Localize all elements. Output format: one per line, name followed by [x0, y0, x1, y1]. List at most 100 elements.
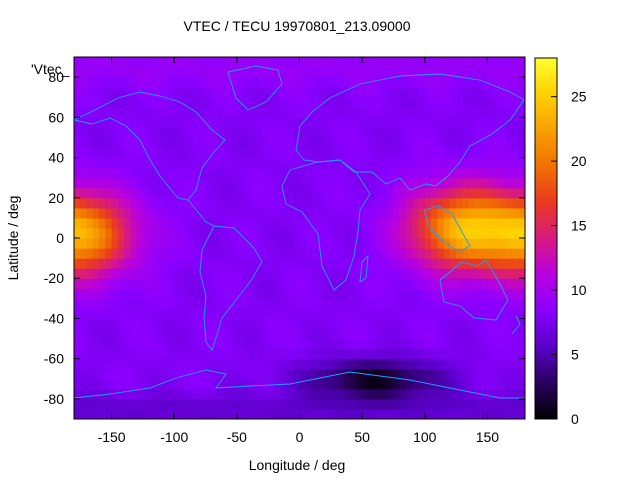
heatmap-cell — [512, 398, 520, 410]
heatmap-cell — [355, 87, 363, 98]
heatmap-cell — [92, 398, 100, 410]
heatmap-cell — [136, 378, 144, 390]
heatmap-cell — [474, 248, 482, 259]
heatmap-cell — [368, 288, 376, 299]
heatmap-cell — [80, 187, 88, 199]
heatmap-cell — [174, 298, 182, 309]
heatmap-cell — [261, 177, 269, 189]
heatmap-cell — [174, 348, 182, 360]
heatmap-cell — [393, 398, 401, 410]
heatmap-cell — [218, 197, 225, 209]
heatmap-cell — [111, 378, 119, 390]
heatmap-cell — [80, 137, 88, 149]
heatmap-cell — [86, 328, 94, 340]
heatmap-cell — [249, 258, 257, 269]
heatmap-cell — [136, 338, 144, 350]
heatmap-cell — [405, 117, 413, 128]
heatmap-cell — [349, 217, 357, 229]
heatmap-cell — [474, 177, 482, 189]
heatmap-cell — [286, 57, 294, 68]
heatmap-cell — [343, 147, 351, 159]
heatmap-cell — [512, 358, 520, 370]
heatmap-cell — [224, 258, 232, 269]
heatmap-cell — [512, 217, 520, 229]
heatmap-cell — [167, 137, 175, 149]
heatmap-cell — [474, 167, 482, 179]
heatmap-cell — [493, 368, 501, 380]
heatmap-cell — [449, 288, 457, 299]
heatmap-cell — [193, 378, 200, 390]
heatmap-cell — [99, 278, 106, 289]
heatmap-cell — [374, 117, 382, 128]
heatmap-cell — [337, 308, 344, 320]
heatmap-cell — [481, 298, 489, 309]
heatmap-cell — [506, 137, 514, 149]
heatmap-cell — [111, 77, 119, 88]
heatmap-cell — [343, 248, 351, 259]
heatmap-cell — [424, 127, 432, 139]
heatmap-cell — [280, 107, 288, 118]
heatmap-cell — [86, 338, 94, 350]
heatmap-cell — [343, 87, 351, 98]
heatmap-cell — [380, 97, 388, 108]
heatmap-cell — [218, 298, 225, 309]
heatmap-cell — [261, 157, 269, 169]
heatmap-cell — [92, 268, 100, 279]
heatmap-cell — [462, 378, 470, 390]
heatmap-cell — [167, 57, 175, 68]
heatmap-cell — [255, 77, 263, 88]
heatmap-cell — [374, 318, 382, 330]
heatmap-cell — [286, 107, 294, 118]
heatmap-cell — [449, 167, 457, 179]
heatmap-cell — [305, 328, 313, 340]
heatmap-cell — [468, 207, 476, 219]
heatmap-cell — [92, 227, 100, 239]
heatmap-cell — [86, 408, 94, 419]
heatmap-cell — [80, 348, 88, 360]
heatmap-cell — [186, 187, 194, 199]
heatmap-cell — [512, 67, 520, 78]
heatmap-cell — [199, 157, 207, 169]
heatmap-cell — [368, 238, 376, 249]
heatmap-cell — [167, 288, 175, 299]
y-tick-label: -40 — [44, 310, 64, 326]
heatmap-cell — [124, 127, 131, 139]
heatmap-cell — [343, 268, 351, 279]
heatmap-cell — [243, 227, 250, 239]
heatmap-cell — [318, 107, 326, 118]
heatmap-cell — [362, 167, 369, 179]
heatmap-cell — [493, 378, 501, 390]
heatmap-cell — [305, 227, 313, 239]
heatmap-cell — [193, 187, 200, 199]
heatmap-cell — [380, 157, 388, 169]
heatmap-cell — [431, 157, 438, 169]
heatmap-cell — [224, 318, 232, 330]
heatmap-cell — [174, 197, 182, 209]
heatmap-cell — [243, 308, 250, 320]
heatmap-cell — [499, 378, 507, 390]
heatmap-cell — [349, 207, 357, 219]
heatmap-cell — [86, 137, 94, 149]
heatmap-cell — [99, 207, 106, 219]
heatmap-cell — [74, 57, 81, 68]
heatmap-cell — [387, 318, 395, 330]
heatmap-cell — [149, 238, 157, 249]
heatmap-cell — [86, 87, 94, 98]
heatmap-cell — [349, 187, 357, 199]
heatmap-cell — [274, 378, 282, 390]
heatmap-cell — [186, 227, 194, 239]
heatmap-cell — [431, 398, 438, 410]
heatmap-cell — [456, 207, 463, 219]
heatmap-cell — [512, 87, 520, 98]
heatmap-cell — [387, 348, 395, 360]
heatmap-cell — [111, 288, 119, 299]
heatmap-cell — [236, 67, 244, 78]
heatmap-cell — [211, 157, 219, 169]
heatmap-cell — [499, 388, 507, 400]
heatmap-cell — [318, 278, 326, 289]
heatmap-cell — [437, 197, 445, 209]
heatmap-cell — [174, 368, 182, 380]
heatmap-cell — [468, 57, 476, 68]
heatmap-cell — [111, 227, 119, 239]
heatmap-cell — [117, 147, 125, 159]
